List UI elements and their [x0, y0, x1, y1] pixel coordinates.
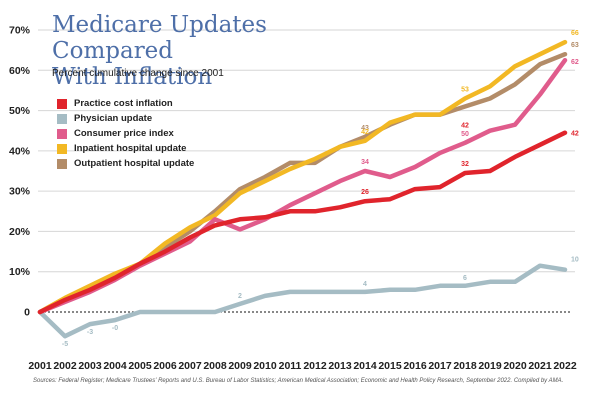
x-tick-label: 2017: [428, 360, 452, 372]
data-label: 42: [571, 131, 579, 138]
data-labels: -5 -3 -0 2 4 6 10 43 63 42 53 66 34 50 62 26 32 42 42: [62, 30, 579, 348]
data-label: 63: [571, 42, 579, 49]
y-tick-label: 10%: [9, 266, 31, 278]
x-tick-label: 2003: [78, 360, 102, 372]
y-tick-label: 70%: [9, 25, 31, 37]
data-label: 4: [363, 281, 367, 288]
data-label: 66: [571, 30, 579, 37]
x-tick-label: 2011: [279, 360, 302, 372]
data-label: 50: [461, 131, 469, 138]
chart-title-line2: With Inflation: [52, 64, 213, 90]
data-label: 2: [238, 293, 242, 300]
y-tick-label: 0: [24, 307, 30, 319]
legend-swatch: [57, 128, 67, 139]
x-tick-label: 2015: [378, 360, 402, 372]
x-tick-label: 2010: [253, 360, 277, 372]
x-tick-label: 2019: [478, 360, 502, 372]
x-tick-label: 2001: [28, 360, 52, 372]
legend-item-cpi: Consumer price index: [57, 126, 194, 141]
data-label: 62: [571, 59, 579, 66]
y-tick-label: 40%: [9, 145, 31, 157]
y-tick-label: 30%: [9, 186, 31, 198]
source-note: Sources: Federal Register; Medicare Trus…: [33, 378, 564, 384]
legend-item-practice-cost: Practice cost inflation: [57, 96, 194, 111]
legend-swatch: [57, 158, 67, 169]
data-label: 42: [361, 129, 369, 136]
data-label: 10: [571, 257, 579, 264]
data-label: -3: [87, 329, 93, 336]
x-tick-label: 2018: [453, 360, 477, 372]
legend: Practice cost inflation Physician update…: [57, 96, 194, 171]
legend-label: Consumer price index: [74, 128, 174, 139]
series-line: [37, 130, 568, 315]
series-lines: [37, 39, 568, 339]
legend-item-inpatient: Inpatient hospital update: [57, 141, 194, 156]
x-tick-label: 2014: [353, 360, 377, 372]
x-tick-label: 2006: [153, 360, 177, 372]
legend-item-outpatient: Outpatient hospital update: [57, 156, 194, 171]
x-tick-label: 2008: [203, 360, 227, 372]
x-tick-label: 2004: [103, 360, 127, 372]
x-tick-label: 2002: [53, 360, 77, 372]
data-label: 43: [361, 125, 369, 132]
chart-subtitle: Percent cumulative change since 2001: [52, 68, 224, 79]
y-tick-label: 20%: [9, 226, 31, 238]
x-tick-label: 2013: [328, 360, 352, 372]
legend-label: Physician update: [74, 113, 153, 124]
data-label: 32: [461, 161, 469, 168]
y-tick-label: 50%: [9, 105, 31, 117]
x-tick-label: 2022: [553, 360, 577, 372]
y-tick-label: 60%: [9, 65, 31, 77]
chart-title-line1: Medicare Updates Compared: [52, 12, 267, 64]
data-label: 53: [461, 86, 469, 93]
data-label: 6: [463, 275, 467, 282]
chart-title: Medicare Updates Compared With Inflation: [52, 12, 352, 90]
x-tick-label: 2021: [528, 360, 552, 372]
legend-label: Inpatient hospital update: [74, 143, 187, 154]
series-line: [37, 263, 568, 339]
data-label: 34: [361, 159, 369, 166]
y-axis-labels: 0 10% 20% 30% 40% 50% 60% 70%: [9, 25, 31, 319]
legend-item-physician-update: Physician update: [57, 111, 194, 126]
data-label: 42: [461, 123, 469, 130]
legend-label: Outpatient hospital update: [74, 158, 195, 169]
data-label: -5: [62, 341, 68, 348]
x-tick-label: 2020: [503, 360, 527, 372]
x-tick-label: 2012: [303, 360, 327, 372]
legend-swatch: [57, 98, 67, 109]
data-label: -0: [112, 325, 118, 332]
x-tick-label: 2005: [128, 360, 152, 372]
x-axis-labels: 2001 2002 2003 2004 2005 2006 2007 2008 2009 2010…: [28, 360, 577, 372]
data-label: 26: [361, 189, 369, 196]
x-tick-label: 2009: [228, 360, 252, 372]
legend-swatch: [57, 143, 67, 154]
x-tick-label: 2016: [403, 360, 427, 372]
legend-swatch: [57, 113, 67, 124]
legend-label: Practice cost inflation: [74, 98, 173, 109]
x-tick-label: 2007: [178, 360, 202, 372]
